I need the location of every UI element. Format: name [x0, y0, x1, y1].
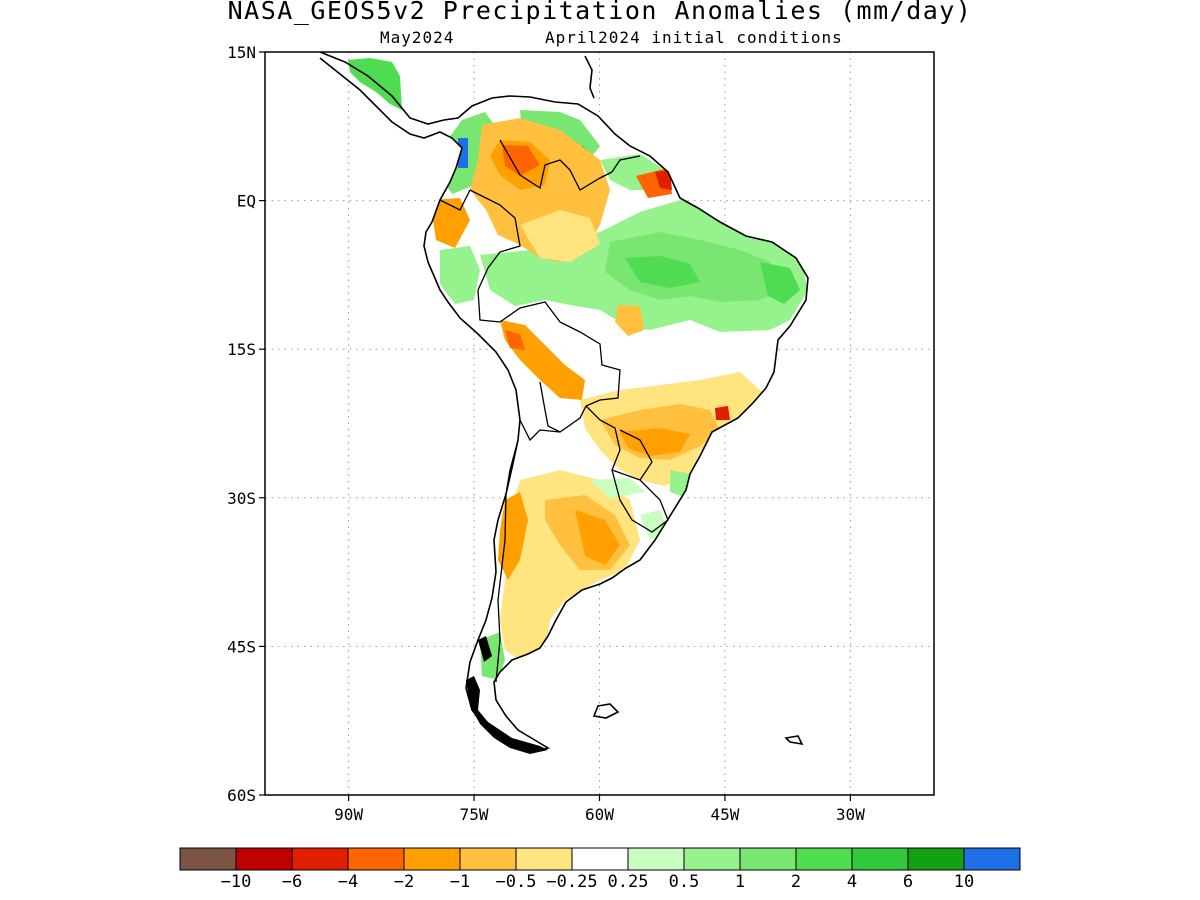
initial-conditions: April2024 initial conditions: [545, 28, 843, 47]
lon-tick-label: 90W: [334, 805, 363, 824]
colorbar-swatch: [963, 847, 1021, 871]
colorbar-swatch: [571, 847, 629, 871]
colorbar-label: 1: [735, 872, 745, 892]
colorbar-swatch: [907, 847, 965, 871]
colorbar-label: 6: [903, 872, 913, 892]
lon-tick-label: 75W: [460, 805, 489, 824]
anomaly-region-amazon-core: [605, 232, 780, 302]
southern-archipelago: [466, 636, 548, 754]
chart-title: NASA_GEOS5v2 Precipitation Anomalies (mm…: [227, 0, 973, 25]
colorbar-label: 4: [847, 872, 857, 892]
colorbar-swatch: [683, 847, 741, 871]
colorbar-swatch: [739, 847, 797, 871]
lat-axis: 15N EQ 15S 30S 45S 60S: [227, 43, 265, 805]
colorbar-label: 10: [954, 872, 974, 892]
colorbar: −10 −6 −4 −2 −1 −0.5 −0.25 0.25 0.5 1 2 4 6 10: [179, 847, 1021, 892]
colorbar-label: −0.25: [546, 872, 597, 892]
lon-tick-label: 30W: [836, 805, 865, 824]
lon-axis: 90W 75W 60W 45W 30W: [334, 795, 865, 824]
colorbar-swatch: [291, 847, 349, 871]
colorbar-label: −6: [282, 872, 302, 892]
colorbar-label: −10: [221, 872, 252, 892]
colorbar-swatch: [515, 847, 573, 871]
colorbar-swatch: [403, 847, 461, 871]
colorbar-label: −2: [394, 872, 414, 892]
colorbar-label: 2: [791, 872, 801, 892]
lat-tick-label: 60S: [227, 786, 256, 805]
anomaly-fills: [320, 52, 808, 752]
colorbar-label: −1: [450, 872, 470, 892]
lon-tick-label: 45W: [710, 805, 739, 824]
anomaly-region-central-america: [348, 58, 402, 110]
lat-tick-label: 45S: [227, 637, 256, 656]
colorbar-label: −4: [338, 872, 358, 892]
coastlines: [319, 51, 809, 753]
lat-tick-label: 15S: [227, 340, 256, 359]
colorbar-label: 0.25: [608, 872, 649, 892]
country-borders: [439, 139, 669, 683]
colorbar-swatch: [347, 847, 405, 871]
colorbar-swatch: [795, 847, 853, 871]
lat-tick-label: 15N: [227, 43, 256, 62]
lat-tick-label: EQ: [237, 192, 256, 211]
colorbar-swatch: [851, 847, 909, 871]
lon-tick-label: 60W: [585, 805, 614, 824]
colorbar-label: −0.5: [496, 872, 537, 892]
colorbar-swatch: [627, 847, 685, 871]
colorbar-swatch: [179, 847, 237, 871]
colorbar-swatch: [235, 847, 293, 871]
colorbar-label: 0.5: [669, 872, 700, 892]
forecast-month: May2024: [380, 28, 455, 47]
lat-tick-label: 30S: [227, 489, 256, 508]
colorbar-swatch: [459, 847, 517, 871]
